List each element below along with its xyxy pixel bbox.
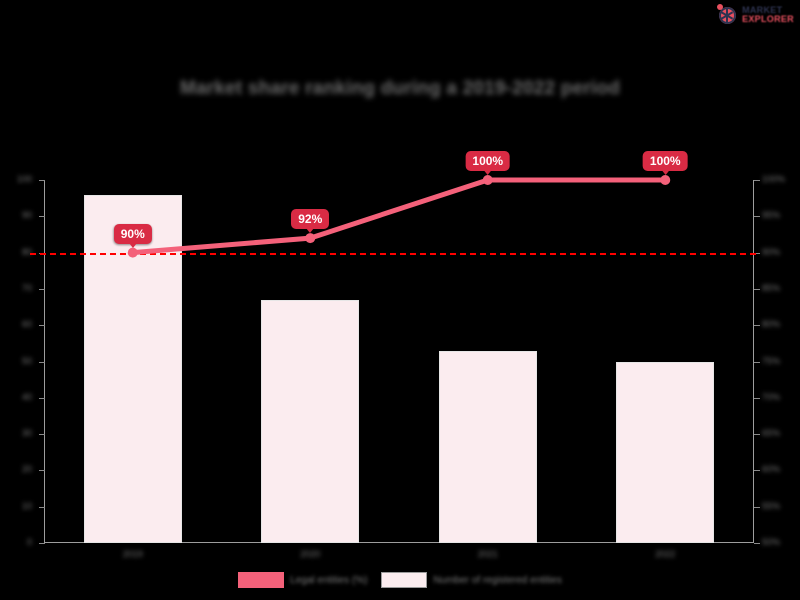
y-axis-left-tick-label: 80 [21,246,32,257]
y-tick-right [754,216,760,218]
y-axis-right-tick-label: 60% [762,464,781,475]
logo-text: MARKET EXPLORER [742,6,794,24]
y-axis-left-tick-label: 100 [16,174,32,184]
legend-item-bar[interactable]: Number of registered entities [381,572,562,588]
y-tick-right [754,470,760,472]
legend-item-line[interactable]: Legal entities (%) [238,572,367,588]
y-axis-left-tick-label: 20 [21,464,32,475]
data-label-2020: 92% [291,209,330,234]
data-label-2019: 90% [113,223,152,248]
y-tick-left [39,434,45,436]
x-axis-label-2019: 2019 [122,549,143,559]
data-label-2021: 100% [465,151,511,175]
bar-swatch [381,572,428,588]
x-axis-label-2022: 2022 [655,549,676,559]
y-tick-right [754,325,760,327]
y-axis-left-tick-label: 10 [21,500,32,511]
y-axis-right-tick-label: 50% [762,537,781,547]
y-axis-left-tick-label: 50 [21,355,32,366]
x-axis-line [44,542,754,543]
y-tick-left [39,361,45,363]
y-axis-right-tick-label: 70% [762,391,781,402]
y-axis-right-tick-label: 65% [762,428,781,439]
line-point-2020[interactable] [305,233,316,244]
y-axis-left-tick-label: 60 [21,319,32,330]
y-tick-left [39,397,45,399]
y-axis-right-tick-label: 55% [762,500,781,511]
y-axis-left-tick-label: 90 [21,210,32,221]
y-axis-right-tick-label: 75% [762,355,781,366]
y-tick-left [39,506,45,508]
bar-2022[interactable] [616,361,715,543]
legend-label-line: Legal entities (%) [290,574,368,586]
y-tick-left [39,180,45,181]
threshold-line [30,252,756,255]
y-tick-right [754,543,760,544]
data-label-2022: 100% [642,151,688,175]
y-tick-right [754,397,760,399]
line-path [130,177,668,256]
line-point-2022[interactable] [660,175,671,185]
y-axis-right-line [753,180,754,543]
line-point-2021[interactable] [482,175,493,185]
logo-mark-icon [716,4,738,26]
y-tick-right [754,252,760,254]
legend-label-bar: Number of registered entities [433,574,562,586]
logo-line-1: MARKET [742,5,783,15]
line-swatch [238,572,285,588]
bar-2020[interactable] [261,299,360,543]
site-logo: MARKET EXPLORER [716,4,794,26]
y-axis-right-tick-label: 85% [762,282,781,293]
x-axis-label-2020: 2020 [300,549,321,559]
y-tick-right [754,506,760,508]
y-tick-right [754,288,760,290]
y-axis-right-tick-label: 80% [762,319,781,330]
x-axis-label-2021: 2021 [477,549,498,559]
y-tick-right [754,180,760,181]
y-axis-right-tick-label: 100% [762,174,786,184]
y-tick-left [39,543,45,544]
y-axis-left-tick-label: 70 [21,282,32,293]
y-axis-right-tick-label: 90% [762,246,781,257]
bar-2021[interactable] [438,350,537,543]
chart-legend: Legal entities (%) Number of registered … [0,572,800,588]
y-axis-right-tick-label: 95% [762,210,781,221]
y-tick-left [39,288,45,290]
y-axis-left-tick-label: 40 [21,391,32,402]
y-tick-right [754,361,760,363]
y-tick-left [39,325,45,327]
y-tick-left [39,470,45,472]
y-axis-left-tick-label: 30 [21,428,32,439]
y-tick-right [754,434,760,436]
chart-title: Market share ranking during a 2019-2022 … [179,78,621,99]
y-tick-left [39,216,45,218]
logo-line-2: EXPLORER [742,14,794,24]
y-axis-left-tick-label: 0 [26,537,32,547]
